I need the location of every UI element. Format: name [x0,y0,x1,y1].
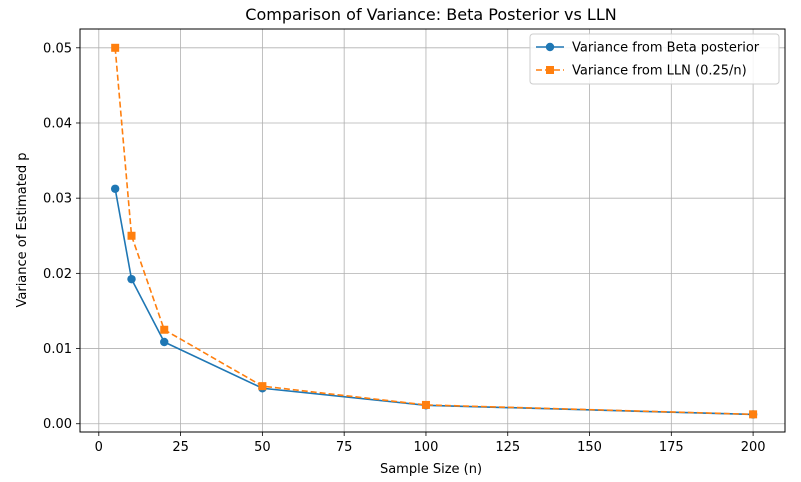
y-tick-label: 0.01 [43,342,72,357]
x-tick-label: 0 [95,440,103,455]
legend-marker-beta-posterior [545,42,555,52]
y-tick-label: 0.03 [43,192,72,207]
x-tick-label: 100 [414,440,439,455]
y-tick-label: 0.04 [43,116,72,131]
x-axis-label: Sample Size (n) [380,462,482,477]
x-tick-label: 125 [495,440,520,455]
legend: Variance from Beta posterior Variance fr… [529,33,780,85]
legend-label-beta-posterior: Variance from Beta posterior [572,41,760,56]
x-tick-label: 25 [172,440,189,455]
data-point-circle [160,337,169,347]
x-tick-label: 175 [659,440,684,455]
chart-title: Comparison of Variance: Beta Posterior v… [245,5,616,24]
y-tick-label: 0.02 [43,267,72,282]
plot-frame [79,28,786,433]
legend-label-lln: Variance from LLN (0.25/n) [572,64,747,79]
legend-marker-lln [546,66,554,74]
series-line-0 [114,188,754,416]
grid-lines [80,29,785,432]
data-point-circle [127,274,136,284]
data-point-square [160,325,169,334]
y-tick-label: 0.05 [43,41,72,56]
legend-box [529,33,780,85]
data-point-square [111,43,120,52]
series-line-1 [114,47,754,416]
y-tick-label: 0.00 [43,417,72,432]
data-point-square [749,410,758,419]
x-tick-label: 50 [254,440,271,455]
data-point-square [421,400,430,409]
y-axis-label: Variance of Estimated p [15,152,30,307]
data-point-circle [110,184,120,193]
data-point-square [127,231,136,240]
x-tick-label: 200 [741,440,766,455]
axis-ticks: 0 25 50 75 100 125 150 175 200 0.00 0.01 0.02 0.03 0.… [43,41,765,455]
x-tick-label: 150 [577,440,602,455]
data-point-square [258,382,267,391]
x-tick-label: 75 [336,440,353,455]
series-layer [110,43,758,419]
